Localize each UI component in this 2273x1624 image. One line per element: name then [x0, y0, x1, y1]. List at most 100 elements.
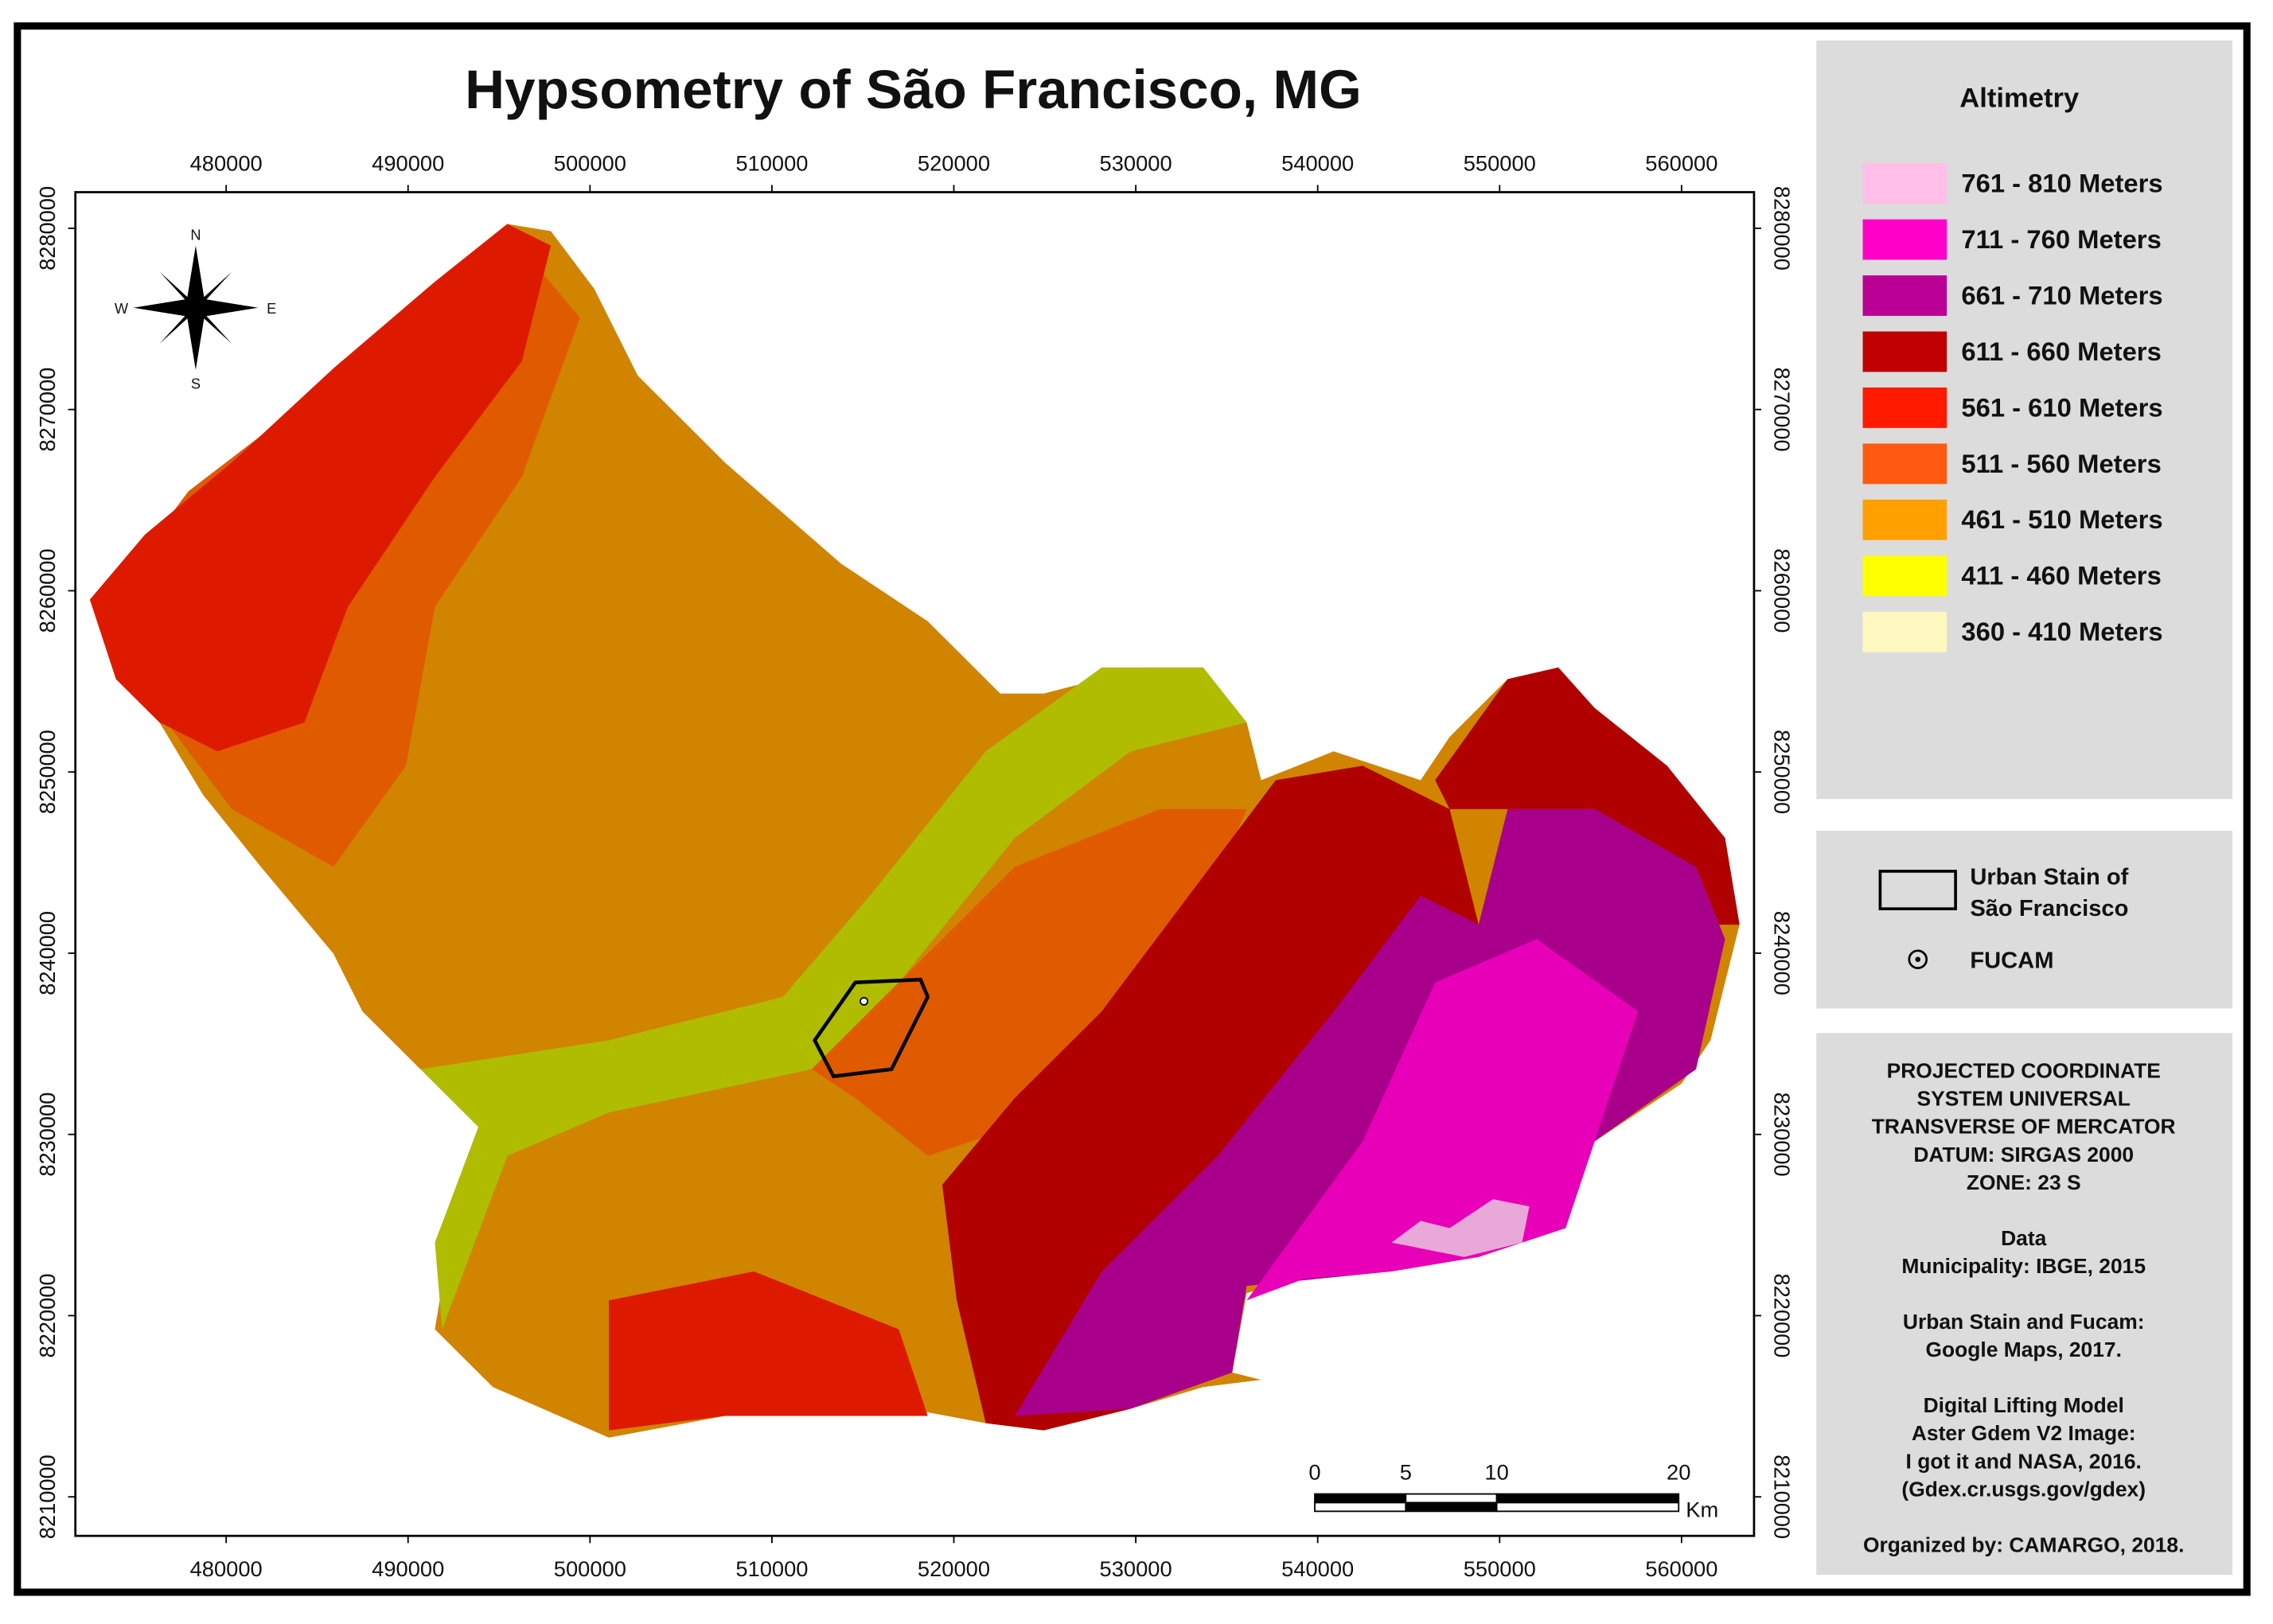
y-coord-label: 8210000: [1769, 1455, 1794, 1539]
note-line: Organized by: CAMARGO, 2018.: [1863, 1532, 2184, 1556]
y-coord-label: 8210000: [35, 1455, 60, 1539]
y-coord-label: 8240000: [35, 911, 60, 995]
fucam-point: [860, 996, 869, 1006]
y-coord-label: 8280000: [35, 186, 60, 271]
y-coord-label: 8220000: [35, 1273, 60, 1357]
urban-stain-symbol: [1878, 870, 1957, 910]
fucam-symbol: [1908, 949, 1928, 969]
zone-411: [420, 667, 1247, 1330]
x-coord-label: 500000: [554, 1556, 626, 1581]
x-coord-label: 490000: [372, 150, 444, 175]
note-line: TRANSVERSE OF MERCATOR: [1872, 1115, 2176, 1139]
note-line: ZONE: 23 S: [1967, 1170, 2081, 1194]
zone-561-south: [609, 1271, 928, 1431]
scale-unit: Km: [1686, 1497, 1718, 1522]
y-coord-label: 8270000: [35, 368, 60, 452]
map-title: Hypsometry of São Francisco, MG: [465, 58, 1362, 120]
terrain: [89, 224, 1740, 1438]
x-coord-label: 540000: [1281, 150, 1354, 175]
legend-label: 511 - 560 Meters: [1961, 449, 2161, 478]
legend-swatch: [1862, 499, 1947, 540]
x-coord-label: 560000: [1645, 150, 1717, 175]
y-coord-label: 8260000: [1769, 548, 1794, 633]
notes-panel: [1816, 1033, 2232, 1575]
x-coord-label: 510000: [735, 1556, 808, 1581]
y-coord-label: 8220000: [1769, 1273, 1794, 1357]
scale-segment: [1314, 1493, 1407, 1504]
y-coord-label: 8230000: [35, 1092, 60, 1177]
y-coord-label: 8280000: [1769, 186, 1794, 271]
zone-761: [1391, 1199, 1530, 1257]
x-coord-label: 520000: [918, 1556, 990, 1581]
scale-label: 5: [1400, 1459, 1412, 1484]
y-coord-label: 8260000: [35, 548, 60, 633]
x-coord-label: 510000: [735, 150, 808, 175]
fucam-label: FUCAM: [1970, 948, 2053, 974]
legend-swatch: [1862, 443, 1947, 485]
note-line: DATUM: SIRGAS 2000: [1913, 1143, 2134, 1166]
zone-711: [1246, 939, 1639, 1301]
scale-label: 20: [1667, 1459, 1690, 1484]
scale-label: 10: [1484, 1459, 1508, 1484]
legend-label: 661 - 710 Meters: [1961, 280, 2162, 310]
scale-segment: [1495, 1493, 1680, 1504]
scale-segment: [1314, 1501, 1407, 1513]
x-coord-label: 560000: [1645, 1556, 1717, 1581]
x-coord-label: 550000: [1464, 150, 1536, 175]
note-line: Digital Lifting Model: [1924, 1393, 2124, 1417]
x-coord-label: 500000: [554, 150, 626, 175]
legend-swatch: [1862, 163, 1947, 204]
scale-segment: [1495, 1501, 1680, 1513]
compass: N S E W: [115, 227, 276, 391]
y-coord-label: 8270000: [1769, 368, 1794, 452]
x-coord-label: 550000: [1464, 1556, 1536, 1581]
features-panel: [1816, 831, 2232, 1009]
x-coord-label: 480000: [190, 1556, 263, 1581]
compass-n: N: [190, 227, 201, 243]
legend-title: Altimetry: [1959, 83, 2080, 113]
legend-swatch: [1862, 611, 1947, 652]
x-coord-label: 490000: [372, 1556, 444, 1581]
compass-e: E: [267, 301, 276, 317]
note-line: I got it and NASA, 2016.: [1906, 1449, 2142, 1473]
legend-label: 461 - 510 Meters: [1961, 504, 2162, 534]
scale-label: 0: [1308, 1459, 1320, 1484]
scale-segment: [1405, 1501, 1498, 1513]
note-line: Data: [2001, 1226, 2047, 1250]
urban-stain: [812, 977, 930, 1079]
note-line: Urban Stain and Fucam:: [1903, 1310, 2145, 1334]
note-line: (Gdex.cr.usgs.gov/gdex): [1901, 1477, 2146, 1501]
legend-swatch: [1862, 219, 1947, 260]
note-line: Municipality: IBGE, 2015: [1901, 1254, 2146, 1278]
legend-swatch: [1862, 331, 1947, 372]
urban-stain-label: Urban Stain of: [1970, 864, 2128, 890]
x-coord-label: 520000: [918, 150, 990, 175]
y-coord-label: 8250000: [1769, 730, 1794, 814]
legend-swatch: [1862, 555, 1947, 597]
legend-label: 761 - 810 Meters: [1961, 169, 2162, 198]
compass-s: S: [191, 376, 201, 391]
x-coord-label: 530000: [1100, 150, 1172, 175]
zone-511-south: [812, 808, 1247, 1156]
legend-label: 611 - 660 Meters: [1961, 337, 2161, 366]
x-coord-label: 480000: [190, 150, 263, 175]
compass-w: W: [115, 301, 129, 317]
y-coord-label: 8230000: [1769, 1092, 1794, 1177]
scale-segment: [1405, 1493, 1498, 1504]
note-line: Aster Gdem V2 Image:: [1912, 1421, 2136, 1445]
y-coord-label: 8240000: [1769, 911, 1794, 995]
note-line: PROJECTED COORDINATE: [1887, 1059, 2161, 1083]
legend-label: 561 - 610 Meters: [1961, 392, 2162, 422]
urban-stain-label: São Francisco: [1970, 896, 2128, 921]
note-line: SYSTEM UNIVERSAL: [1916, 1087, 2130, 1111]
x-coord-label: 540000: [1281, 1556, 1354, 1581]
zone-561: [89, 224, 552, 752]
x-coord-label: 530000: [1100, 1556, 1172, 1581]
legend-label: 711 - 760 Meters: [1961, 224, 2161, 254]
legend-swatch: [1862, 275, 1947, 316]
y-coord-label: 8250000: [35, 730, 60, 814]
legend-label: 411 - 460 Meters: [1961, 561, 2161, 590]
legend-swatch: [1862, 388, 1947, 428]
